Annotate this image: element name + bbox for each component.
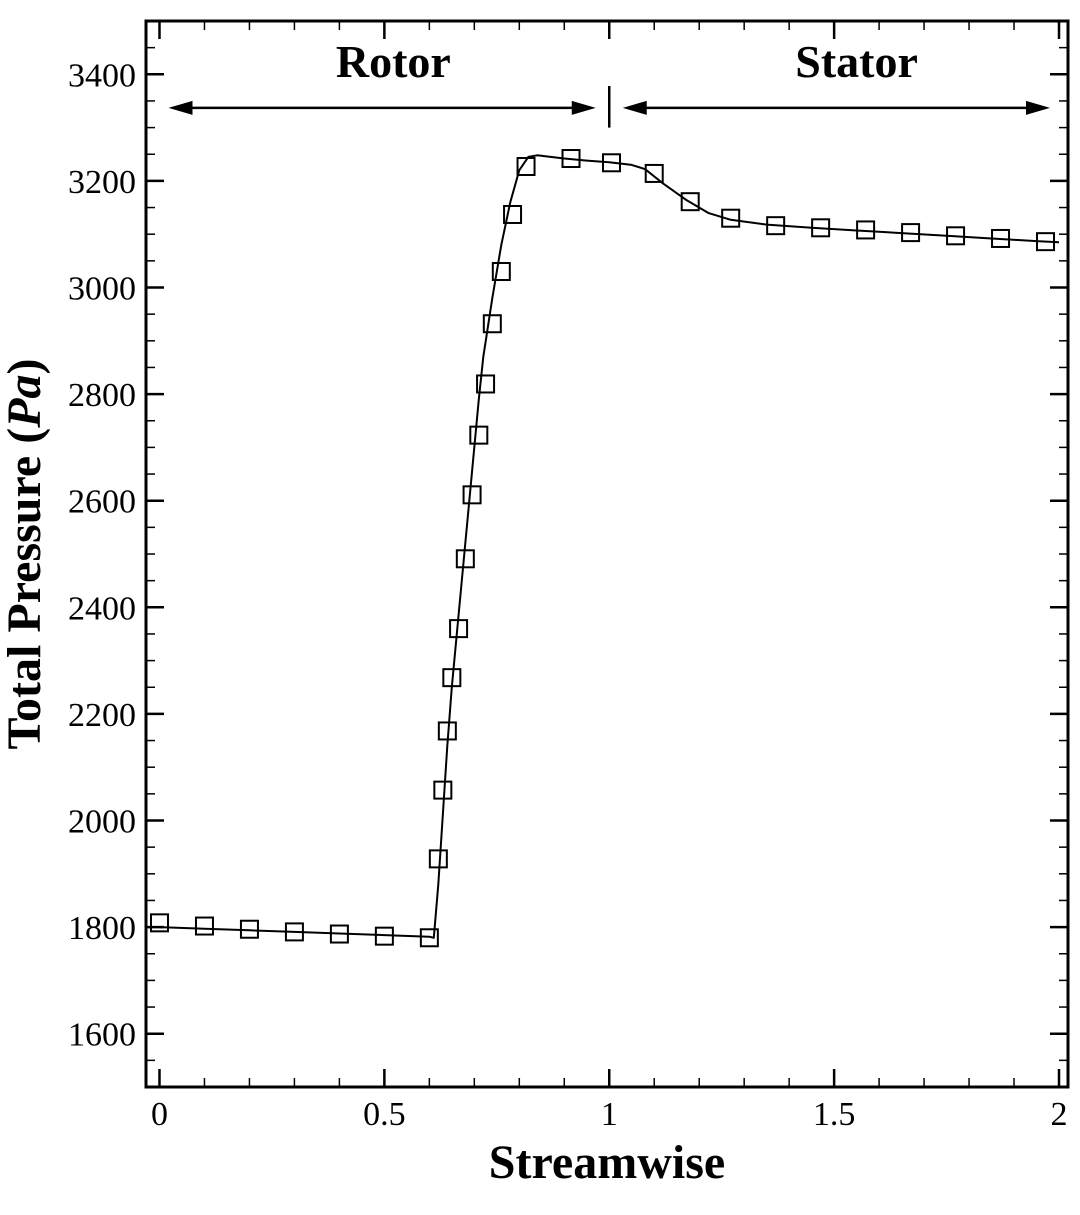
square-marker (374, 926, 394, 946)
y-tick-label: 3200 (68, 164, 136, 201)
region-arrow-head (622, 100, 647, 115)
annotations: Rotor Stator (168, 36, 1051, 128)
y-tick-label: 2600 (68, 484, 136, 521)
x-tick-label: 1 (601, 1096, 618, 1133)
y-axis-title-unit: Pa (0, 374, 51, 428)
plot-frame (144, 19, 1070, 1089)
y-tick-label: 2000 (68, 804, 136, 841)
square-marker (449, 619, 469, 639)
square-marker (469, 425, 489, 445)
series-line (159, 154, 1060, 939)
y-tick-label: 1600 (68, 1017, 136, 1054)
y-tick-label: 2800 (68, 377, 136, 414)
square-marker (194, 916, 214, 936)
region-label: Rotor (336, 36, 451, 87)
y-tick-label: 2400 (68, 590, 136, 627)
square-marker (462, 485, 482, 505)
y-axis-title: Total Pressure (Pa) (0, 358, 51, 749)
x-tick-label: 2 (1051, 1096, 1068, 1133)
x-tick-label: 0 (151, 1096, 168, 1133)
x-tick-label: 0.5 (363, 1096, 406, 1133)
square-marker (149, 913, 169, 933)
square-marker (721, 208, 741, 228)
region-arrow-head (168, 100, 193, 115)
square-marker (901, 223, 921, 243)
minor-ticks (146, 20, 1068, 1088)
square-marker (680, 192, 700, 212)
square-marker (991, 228, 1011, 248)
region-arrow-head (1026, 100, 1051, 115)
square-marker (946, 226, 966, 246)
y-axis-title-main: Total Pressure ( (0, 428, 51, 750)
square-marker (1036, 232, 1056, 252)
square-marker (482, 314, 502, 334)
x-tick-labels: 0 0.5 1 1.5 2 (151, 1096, 1068, 1133)
square-marker (239, 919, 259, 939)
square-marker (766, 216, 786, 236)
square-marker (476, 374, 496, 394)
square-marker (442, 668, 462, 688)
square-marker (644, 163, 664, 183)
major-ticks (146, 21, 1068, 1087)
square-marker (455, 549, 475, 569)
x-axis-title: Streamwise (489, 1136, 725, 1189)
square-marker (811, 218, 831, 238)
square-marker (437, 721, 457, 741)
square-marker (284, 922, 304, 942)
y-tick-label: 2200 (68, 697, 136, 734)
region-label: Stator (795, 36, 918, 87)
square-marker (419, 928, 439, 948)
y-tick-label: 1800 (68, 910, 136, 947)
region-arrow-head (571, 100, 596, 115)
square-marker (491, 262, 511, 282)
square-marker (503, 204, 523, 224)
square-marker (516, 157, 536, 177)
x-tick-label: 1.5 (813, 1096, 856, 1133)
y-tick-labels: 1600 1800 2000 2200 2400 2600 2800 3000 3200 3400 (68, 57, 136, 1053)
square-marker (433, 780, 453, 800)
y-axis-title-close: ) (0, 358, 51, 374)
square-marker (856, 220, 876, 240)
square-marker (329, 924, 349, 944)
square-marker (428, 849, 448, 869)
y-tick-label: 3400 (68, 57, 136, 94)
y-tick-label: 3000 (68, 271, 136, 308)
series (149, 149, 1060, 948)
square-marker (601, 153, 621, 173)
square-marker (561, 149, 581, 169)
